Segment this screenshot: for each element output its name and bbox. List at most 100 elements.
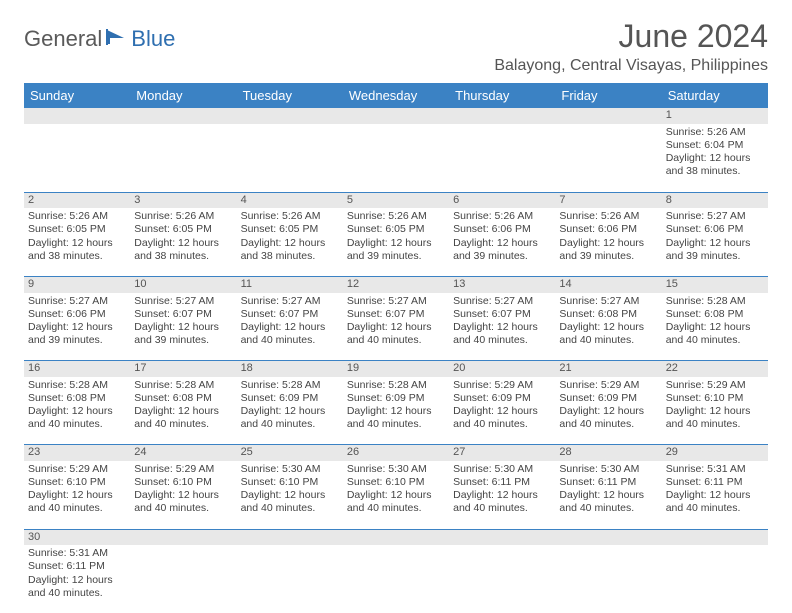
day-header: Monday [130, 83, 236, 108]
day-cell: Sunrise: 5:26 AMSunset: 6:05 PMDaylight:… [24, 208, 130, 276]
day-cell: Sunrise: 5:26 AMSunset: 6:05 PMDaylight:… [237, 208, 343, 276]
day-cell: Sunrise: 5:30 AMSunset: 6:11 PMDaylight:… [449, 461, 555, 529]
day-detail-line: Sunrise: 5:27 AM [347, 295, 445, 308]
day-detail-line: Sunset: 6:06 PM [28, 308, 126, 321]
day-detail-line: Sunrise: 5:28 AM [28, 379, 126, 392]
day-header-row: Sunday Monday Tuesday Wednesday Thursday… [24, 83, 768, 108]
day-detail-line: Sunset: 6:09 PM [347, 392, 445, 405]
day-detail-line: Sunrise: 5:28 AM [666, 295, 764, 308]
day-cell: Sunrise: 5:27 AMSunset: 6:06 PMDaylight:… [662, 208, 768, 276]
day-cell: Sunrise: 5:28 AMSunset: 6:09 PMDaylight:… [343, 377, 449, 445]
logo: General Blue [24, 26, 175, 52]
day-detail-line: Sunrise: 5:26 AM [666, 126, 764, 139]
day-detail-line: Sunset: 6:08 PM [666, 308, 764, 321]
day-detail-line: Sunrise: 5:27 AM [666, 210, 764, 223]
week-row: Sunrise: 5:26 AMSunset: 6:05 PMDaylight:… [24, 208, 768, 276]
day-detail-line: Daylight: 12 hours and 40 minutes. [347, 489, 445, 515]
day-detail-line: Sunrise: 5:26 AM [28, 210, 126, 223]
day-number: 23 [24, 445, 130, 461]
day-detail-line: Sunset: 6:09 PM [559, 392, 657, 405]
day-cell [130, 124, 236, 192]
day-cell [343, 124, 449, 192]
day-detail-line: Daylight: 12 hours and 39 minutes. [453, 237, 551, 263]
day-detail-line: Daylight: 12 hours and 39 minutes. [347, 237, 445, 263]
day-number: 14 [555, 276, 661, 292]
day-number-row: 9101112131415 [24, 276, 768, 292]
day-number: 6 [449, 192, 555, 208]
day-number [662, 529, 768, 545]
day-cell: Sunrise: 5:26 AMSunset: 6:04 PMDaylight:… [662, 124, 768, 192]
day-number: 8 [662, 192, 768, 208]
day-detail-line: Sunset: 6:08 PM [559, 308, 657, 321]
day-detail-line: Sunset: 6:07 PM [347, 308, 445, 321]
day-detail-line: Sunset: 6:11 PM [666, 476, 764, 489]
day-number: 3 [130, 192, 236, 208]
day-number [130, 108, 236, 124]
day-cell: Sunrise: 5:28 AMSunset: 6:08 PMDaylight:… [130, 377, 236, 445]
day-detail-line: Daylight: 12 hours and 40 minutes. [453, 405, 551, 431]
day-number-row: 23242526272829 [24, 445, 768, 461]
day-cell: Sunrise: 5:26 AMSunset: 6:05 PMDaylight:… [343, 208, 449, 276]
day-cell: Sunrise: 5:27 AMSunset: 6:07 PMDaylight:… [343, 293, 449, 361]
day-number [24, 108, 130, 124]
day-detail-line: Daylight: 12 hours and 39 minutes. [28, 321, 126, 347]
day-cell: Sunrise: 5:27 AMSunset: 6:06 PMDaylight:… [24, 293, 130, 361]
day-number: 7 [555, 192, 661, 208]
logo-flag-icon [106, 28, 128, 51]
logo-text-blue: Blue [131, 26, 175, 52]
day-detail-line: Daylight: 12 hours and 40 minutes. [28, 405, 126, 431]
day-number: 26 [343, 445, 449, 461]
day-detail-line: Sunset: 6:05 PM [347, 223, 445, 236]
day-detail-line: Sunset: 6:10 PM [241, 476, 339, 489]
day-number: 4 [237, 192, 343, 208]
day-detail-line: Daylight: 12 hours and 40 minutes. [559, 489, 657, 515]
day-cell: Sunrise: 5:28 AMSunset: 6:09 PMDaylight:… [237, 377, 343, 445]
day-detail-line: Sunrise: 5:27 AM [28, 295, 126, 308]
day-cell: Sunrise: 5:31 AMSunset: 6:11 PMDaylight:… [662, 461, 768, 529]
day-detail-line: Daylight: 12 hours and 38 minutes. [134, 237, 232, 263]
header: General Blue June 2024 Balayong, Central… [24, 18, 768, 75]
day-cell: Sunrise: 5:31 AMSunset: 6:11 PMDaylight:… [24, 545, 130, 613]
day-header: Friday [555, 83, 661, 108]
day-detail-line: Sunset: 6:06 PM [559, 223, 657, 236]
day-detail-line: Sunset: 6:05 PM [28, 223, 126, 236]
day-number: 21 [555, 361, 661, 377]
day-cell: Sunrise: 5:27 AMSunset: 6:07 PMDaylight:… [130, 293, 236, 361]
day-detail-line: Sunrise: 5:29 AM [453, 379, 551, 392]
day-detail-line: Daylight: 12 hours and 40 minutes. [666, 489, 764, 515]
day-header: Thursday [449, 83, 555, 108]
day-cell [237, 124, 343, 192]
day-number: 13 [449, 276, 555, 292]
day-cell: Sunrise: 5:28 AMSunset: 6:08 PMDaylight:… [24, 377, 130, 445]
day-detail-line: Daylight: 12 hours and 40 minutes. [559, 405, 657, 431]
day-number [130, 529, 236, 545]
day-cell: Sunrise: 5:29 AMSunset: 6:10 PMDaylight:… [662, 377, 768, 445]
day-cell: Sunrise: 5:27 AMSunset: 6:07 PMDaylight:… [237, 293, 343, 361]
day-detail-line: Sunset: 6:10 PM [347, 476, 445, 489]
day-detail-line: Daylight: 12 hours and 40 minutes. [666, 321, 764, 347]
day-cell [449, 124, 555, 192]
day-detail-line: Sunset: 6:10 PM [28, 476, 126, 489]
day-detail-line: Sunset: 6:05 PM [241, 223, 339, 236]
day-cell: Sunrise: 5:29 AMSunset: 6:10 PMDaylight:… [130, 461, 236, 529]
day-number [343, 529, 449, 545]
day-number [237, 529, 343, 545]
day-detail-line: Sunrise: 5:26 AM [134, 210, 232, 223]
week-row: Sunrise: 5:26 AMSunset: 6:04 PMDaylight:… [24, 124, 768, 192]
day-detail-line: Sunrise: 5:26 AM [559, 210, 657, 223]
day-number-row: 30 [24, 529, 768, 545]
day-detail-line: Sunset: 6:10 PM [666, 392, 764, 405]
day-detail-line: Sunrise: 5:31 AM [28, 547, 126, 560]
day-detail-line: Sunrise: 5:26 AM [453, 210, 551, 223]
day-number [237, 108, 343, 124]
day-cell: Sunrise: 5:29 AMSunset: 6:10 PMDaylight:… [24, 461, 130, 529]
day-number: 5 [343, 192, 449, 208]
day-detail-line: Sunset: 6:04 PM [666, 139, 764, 152]
day-detail-line: Sunset: 6:07 PM [241, 308, 339, 321]
day-number [343, 108, 449, 124]
day-detail-line: Daylight: 12 hours and 38 minutes. [666, 152, 764, 178]
day-header: Sunday [24, 83, 130, 108]
day-number-row: 1 [24, 108, 768, 124]
day-cell: Sunrise: 5:26 AMSunset: 6:06 PMDaylight:… [555, 208, 661, 276]
day-header: Saturday [662, 83, 768, 108]
